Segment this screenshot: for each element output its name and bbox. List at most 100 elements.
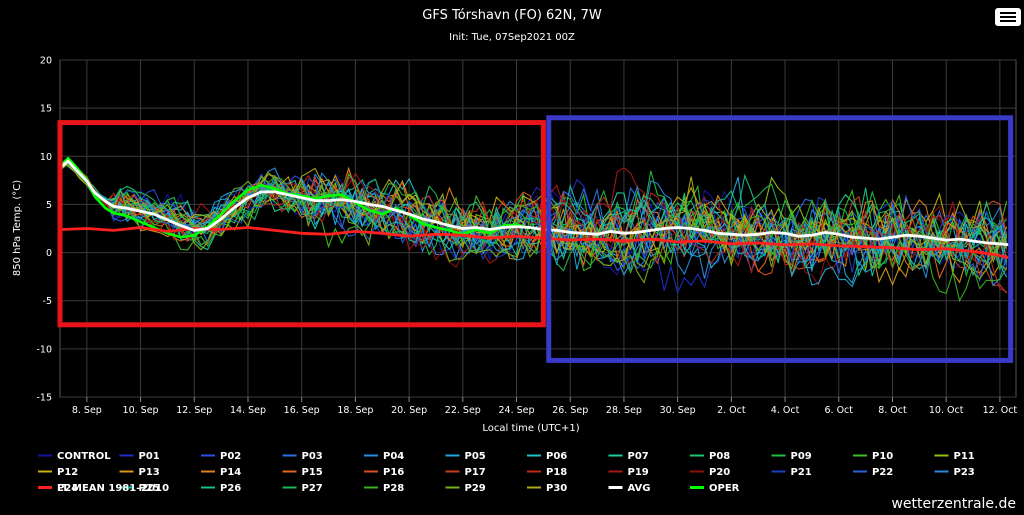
x-tick-label: 12. Oct: [983, 405, 1018, 416]
x-tick-label: 18. Sep: [337, 405, 373, 416]
x-tick-label: 20. Sep: [391, 405, 427, 416]
x-tick-label: 4. Oct: [771, 405, 800, 416]
legend-label: P17: [465, 467, 486, 478]
y-tick-label: -10: [36, 344, 52, 355]
legend-label: P26: [220, 483, 241, 494]
legend-item-p12[interactable]: P12: [38, 467, 78, 478]
legend-label: P30: [546, 483, 567, 494]
y-tick-label: 15: [40, 104, 52, 115]
legend-item-p21[interactable]: P21: [771, 467, 812, 478]
y-tick-label: 0: [46, 248, 52, 259]
legend-label: CONTROL: [57, 451, 111, 462]
legend-item-p05[interactable]: P05: [445, 451, 486, 462]
y-tick-label: 10: [40, 152, 52, 163]
legend-item-control[interactable]: CONTROL: [38, 451, 111, 462]
legend-item-p04[interactable]: P04: [364, 451, 404, 462]
x-axis-label: Local time (UTC+1): [482, 423, 579, 434]
legend-item-p16[interactable]: P16: [364, 467, 404, 478]
x-tick-label: 26. Sep: [552, 405, 588, 416]
legend-label: P29: [465, 483, 486, 494]
legend-label: P10: [872, 451, 893, 462]
y-tick-label: 20: [40, 56, 52, 67]
legend-label: P04: [383, 451, 404, 462]
x-tick-label: 10. Sep: [123, 405, 159, 416]
x-tick-label: 16. Sep: [284, 405, 320, 416]
x-tick-label: 6. Oct: [825, 405, 854, 416]
legend-item-p27[interactable]: P27: [282, 483, 323, 494]
legend-item-p13[interactable]: P13: [119, 467, 160, 478]
x-tick-label: 8. Sep: [72, 405, 102, 416]
legend-item-p06[interactable]: P06: [527, 451, 567, 462]
x-tick-label: 14. Sep: [230, 405, 266, 416]
legend-label: P19: [628, 467, 649, 478]
legend-item-p30[interactable]: P30: [527, 483, 567, 494]
legend-label: P18: [546, 467, 567, 478]
legend-label: LT MEAN 1981–2010: [57, 483, 169, 494]
oper-line: [59, 156, 531, 239]
legend-item-oper[interactable]: OPER: [690, 483, 740, 494]
highlight-boxes: [57, 115, 1014, 363]
highlight-box-long-range: [546, 115, 1014, 363]
legend-item-p07[interactable]: P07: [608, 451, 649, 462]
legend-item-avg[interactable]: AVG: [608, 483, 651, 494]
legend-label: P21: [791, 467, 812, 478]
legend-label: P05: [465, 451, 486, 462]
y-tick-label: 5: [46, 200, 52, 211]
legend-label: AVG: [628, 483, 651, 494]
legend-item-p22[interactable]: P22: [853, 467, 893, 478]
legend-label: P07: [628, 451, 649, 462]
legend-label: OPER: [709, 483, 740, 494]
legend-item-p29[interactable]: P29: [445, 483, 486, 494]
legend-label: P25: [139, 483, 160, 494]
legend-label: P12: [57, 467, 78, 478]
legend-item-p14[interactable]: P14: [201, 467, 241, 478]
legend-label: P23: [954, 467, 975, 478]
legend-item-p25[interactable]: P25: [119, 483, 160, 494]
legend-label: P06: [546, 451, 567, 462]
avg-line: [59, 159, 1011, 247]
x-tick-label: 10. Oct: [929, 405, 964, 416]
legend-label: P20: [709, 467, 730, 478]
legend-item-lt-mean-1981-2010[interactable]: LT MEAN 1981–2010: [38, 483, 169, 494]
chart-subtitle: Init: Tue, 07Sep2021 00Z: [449, 32, 575, 43]
legend-label: P08: [709, 451, 730, 462]
legend[interactable]: CONTROL P01 P02 P03 P04 P05 P06 P07 P08 P09 P10 P11…: [38, 451, 975, 494]
x-tick-label: 28. Sep: [606, 405, 642, 416]
legend-item-p23[interactable]: P23: [934, 467, 975, 478]
legend-label: P11: [954, 451, 975, 462]
chart-title: GFS Tórshavn (FO) 62N, 7W: [422, 8, 602, 23]
legend-item-p03[interactable]: P03: [282, 451, 323, 462]
legend-item-p08[interactable]: P08: [690, 451, 730, 462]
legend-label: P22: [872, 467, 893, 478]
legend-label: P09: [791, 451, 812, 462]
legend-item-p26[interactable]: P26: [201, 483, 241, 494]
legend-item-p01[interactable]: P01: [119, 451, 160, 462]
x-tick-label: 2. Oct: [717, 405, 746, 416]
x-axis-ticks: 8. Sep 10. Sep 12. Sep 14. Sep 16. Sep 18. Se…: [72, 405, 1018, 416]
legend-item-p02[interactable]: P02: [201, 451, 241, 462]
member-line-p30: [59, 163, 1008, 272]
y-axis-ticks: -15 -10 -5 0 5 10 15 20: [36, 56, 52, 404]
legend-label: P15: [302, 467, 323, 478]
legend-label: P14: [220, 467, 241, 478]
legend-item-p19[interactable]: P19: [608, 467, 649, 478]
legend-label: P03: [302, 451, 323, 462]
legend-label: P24: [57, 483, 78, 494]
brand-text: wetterzentrale.de: [891, 496, 1016, 512]
highlight-box-short-range: [57, 120, 546, 328]
member-line-p28: [59, 162, 1008, 303]
legend-item-p17[interactable]: P17: [445, 467, 486, 478]
hamburger-menu-icon[interactable]: [995, 8, 1021, 26]
legend-item-p20[interactable]: P20: [690, 467, 730, 478]
member-line-p22: [59, 162, 1008, 283]
legend-item-p28[interactable]: P28: [364, 483, 404, 494]
legend-item-p10[interactable]: P10: [853, 451, 893, 462]
legend-label: P27: [302, 483, 323, 494]
legend-item-p15[interactable]: P15: [282, 467, 323, 478]
x-tick-label: 8. Oct: [878, 405, 907, 416]
legend-item-p11[interactable]: P11: [934, 451, 975, 462]
legend-label: P01: [139, 451, 160, 462]
legend-item-p18[interactable]: P18: [527, 467, 567, 478]
legend-item-p09[interactable]: P09: [771, 451, 812, 462]
